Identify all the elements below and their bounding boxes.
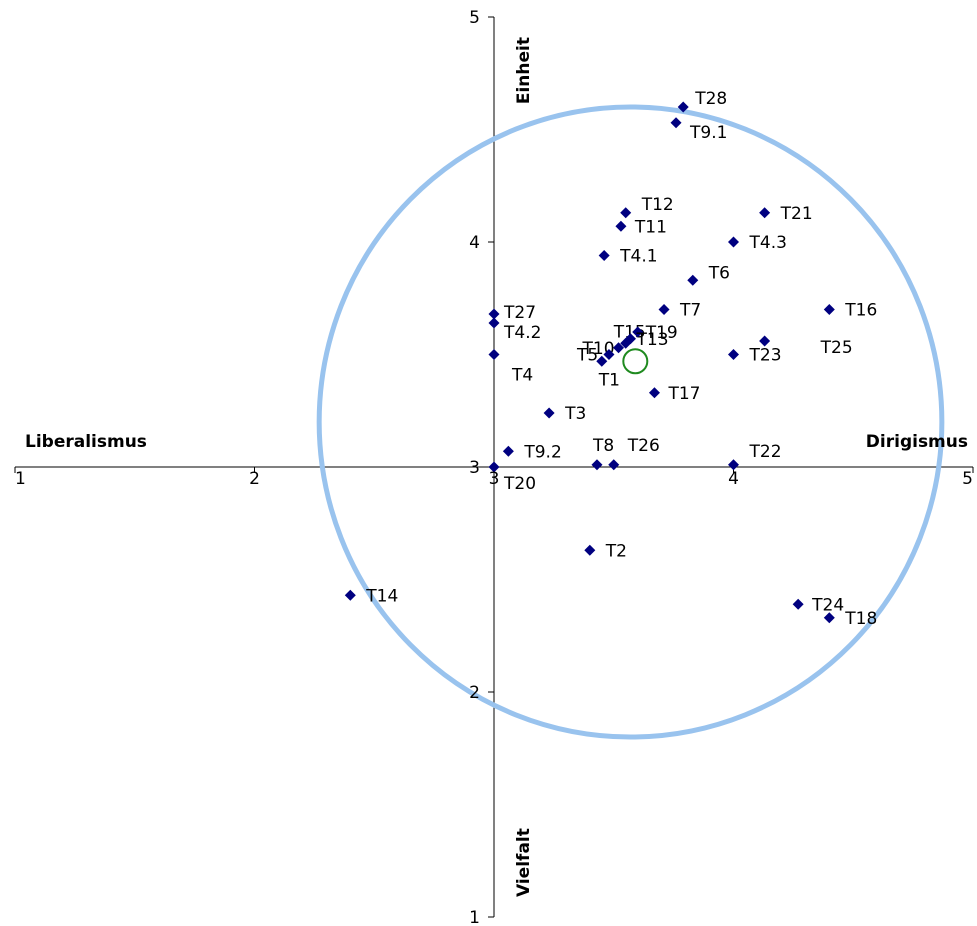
point-label: T3	[564, 404, 586, 424]
point-label: T28	[694, 89, 727, 109]
data-point-t14	[345, 590, 356, 601]
point-label: T2	[605, 541, 627, 561]
point-label: T18	[844, 609, 877, 629]
y-tick-label: 1	[469, 908, 480, 926]
point-label: T11	[634, 217, 667, 237]
x-tick-label: 3	[489, 469, 500, 489]
x-tick-label: 5	[962, 469, 973, 489]
data-point-t4-3	[728, 237, 739, 248]
point-label: T4.1	[619, 247, 657, 267]
point-label: T4.3	[749, 233, 787, 253]
data-point-t11	[615, 221, 626, 232]
point-label: T13	[636, 330, 669, 350]
y-tick-label: 3	[469, 458, 480, 478]
axis-label-right: Dirigismus	[866, 432, 968, 452]
data-point-t4	[489, 349, 500, 360]
point-label: T9.2	[523, 442, 561, 462]
confidence-ellipse	[319, 107, 942, 737]
point-label: T1	[598, 370, 620, 390]
centroid-marker	[623, 349, 647, 373]
data-point-t17	[649, 387, 660, 398]
data-point-t6	[687, 275, 698, 286]
data-point-t4-2	[489, 318, 500, 329]
point-label: T21	[780, 204, 813, 224]
axis-label-top: Einheit	[514, 37, 534, 104]
point-label: T12	[641, 195, 674, 215]
x-tick-label: 2	[249, 469, 260, 489]
axis-label-bottom: Vielfalt	[514, 828, 534, 897]
point-label: T16	[844, 301, 877, 321]
point-label: T23	[749, 346, 782, 366]
data-point-t12	[620, 207, 631, 218]
data-point-t9-1	[671, 117, 682, 128]
point-label: T22	[749, 442, 782, 462]
data-point-t9-2	[503, 446, 514, 457]
data-point-t21	[759, 207, 770, 218]
data-point-t26	[608, 459, 619, 470]
point-label: T26	[627, 436, 660, 456]
point-label: T7	[679, 301, 701, 321]
point-label: T25	[820, 338, 853, 358]
point-label: T8	[592, 436, 614, 456]
point-label: T6	[708, 263, 730, 283]
ellipse-layer	[319, 107, 942, 737]
point-label: T17	[667, 384, 700, 404]
x-tick-label: 1	[15, 469, 26, 489]
y-tick-label: 4	[469, 233, 480, 253]
point-label: T9.1	[689, 123, 727, 143]
data-point-t8	[591, 459, 602, 470]
x-tick-label: 4	[728, 469, 739, 489]
point-label: T24	[811, 595, 844, 615]
axis-label-left: Liberalismus	[25, 432, 147, 452]
point-label: T14	[365, 586, 398, 606]
point-label: T27	[503, 303, 536, 323]
data-point-t3	[544, 408, 555, 419]
y-tick-label: 2	[469, 683, 480, 703]
data-point-t7	[659, 304, 670, 315]
point-label: T5	[576, 346, 598, 366]
data-point-t4-1	[599, 250, 610, 261]
data-point-t23	[728, 349, 739, 360]
data-point-t24	[793, 599, 804, 610]
point-label: T4.2	[503, 323, 541, 343]
data-point-t2	[584, 545, 595, 556]
point-label: T20	[503, 474, 536, 494]
data-point-t16	[824, 304, 835, 315]
y-tick-label: 5	[469, 8, 480, 28]
point-label: T4	[511, 366, 533, 386]
